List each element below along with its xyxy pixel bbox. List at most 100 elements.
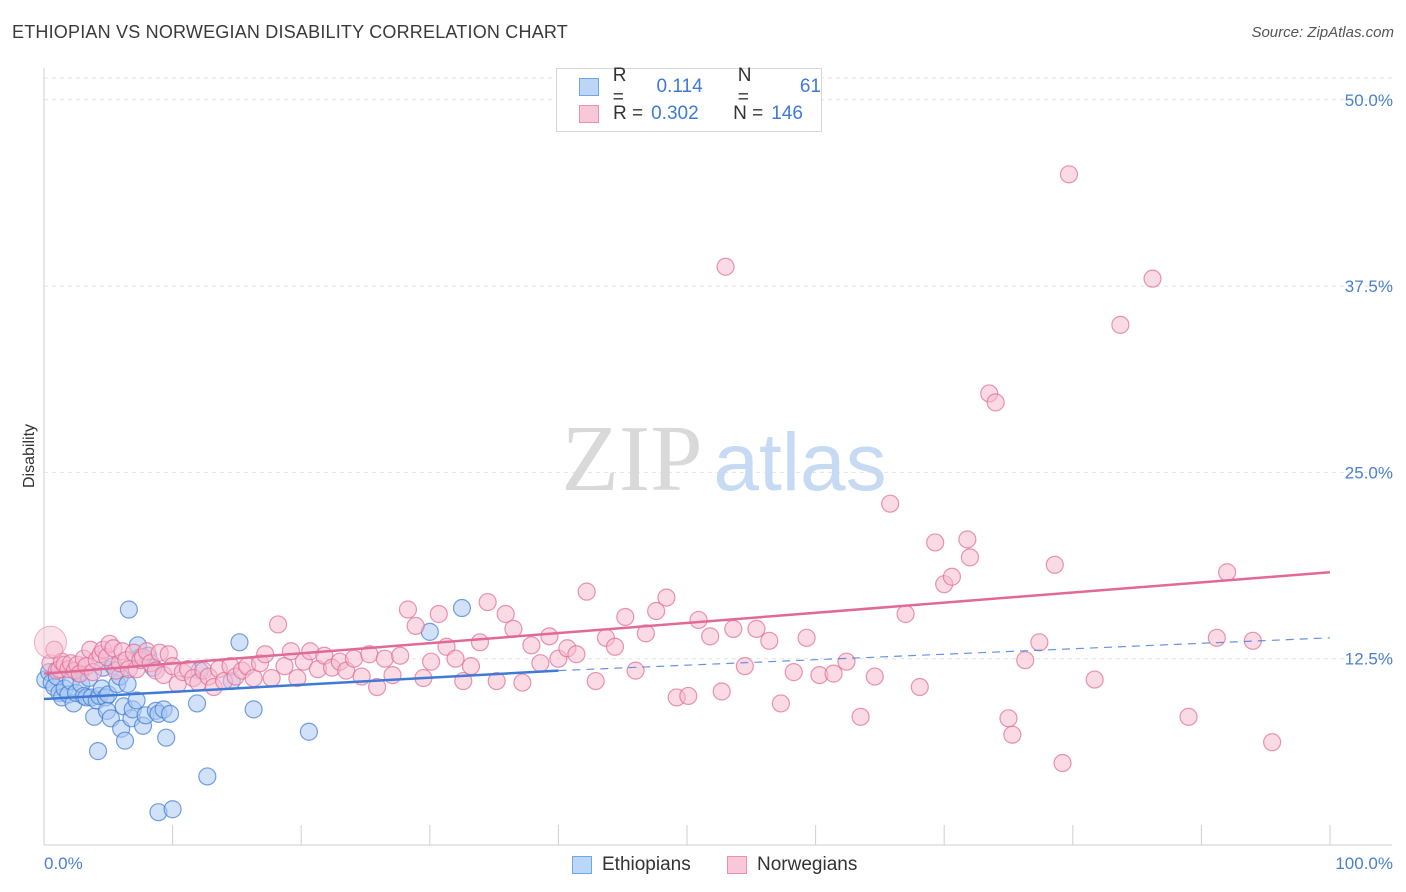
y-tick-label-1: 25.0% xyxy=(1345,463,1393,482)
norwegians-point-106 xyxy=(701,627,720,646)
x-tick-label-1: 100.0% xyxy=(1335,854,1393,873)
trend-lines xyxy=(43,571,1331,701)
y-tick-label-2: 37.5% xyxy=(1345,277,1393,296)
legend-n-value: 61 xyxy=(799,76,821,97)
norwegians-point-134 xyxy=(1053,753,1072,773)
legend-n-value: 146 xyxy=(771,103,803,124)
grid-lines xyxy=(44,77,1392,660)
norwegians-trend-line xyxy=(43,571,1331,675)
legend-swatch-ethiopians xyxy=(579,78,599,96)
norwegians-point-76 xyxy=(421,652,441,671)
bottom-legend-label-ethiopians: Ethiopians xyxy=(602,854,691,875)
ethiopians-point-57 xyxy=(244,700,263,719)
norwegians-point-89 xyxy=(531,654,550,673)
norwegians-point-109 xyxy=(735,657,754,676)
ethiopians-point-52 xyxy=(187,694,207,713)
norwegians-point-116 xyxy=(824,664,843,683)
norwegians-point-54 xyxy=(262,668,281,688)
ethiopians-point-60 xyxy=(452,598,472,618)
x-tick-label-0: 0.0% xyxy=(44,854,83,873)
y-tick-label-0: 12.5% xyxy=(1345,650,1393,669)
norwegians-point-136 xyxy=(1085,670,1104,689)
norwegians-point-93 xyxy=(567,645,586,664)
norwegians-point-87 xyxy=(513,673,532,692)
norwegians-points xyxy=(33,165,1282,773)
norwegians-point-98 xyxy=(616,607,635,627)
norwegians-point-79 xyxy=(446,649,465,668)
bottom-legend-ethiopians: Ethiopians xyxy=(572,852,691,878)
ethiopians-point-38 xyxy=(127,691,146,710)
norwegians-point-132 xyxy=(1030,633,1049,652)
norwegians-point-66 xyxy=(344,649,364,668)
norwegians-point-123 xyxy=(926,533,945,552)
norwegians-point-139 xyxy=(1179,707,1198,726)
norwegians-point-85 xyxy=(496,604,515,624)
ethiopians-trend-line xyxy=(43,669,559,701)
norwegians-point-140 xyxy=(1207,628,1226,647)
ethiopians-point-20 xyxy=(88,742,108,761)
ethiopians-points xyxy=(36,598,472,822)
norwegians-point-118 xyxy=(851,707,870,726)
norwegians-point-133 xyxy=(1045,555,1064,574)
norwegians-point-101 xyxy=(647,601,666,621)
y-tick-label-3: 50.0% xyxy=(1345,91,1393,110)
y-tick-labels: 12.5% 25.0% 37.5% 50.0% xyxy=(1345,91,1393,669)
watermark: ZIP atlas xyxy=(562,407,887,511)
axes xyxy=(43,68,1392,846)
norwegians-point-138 xyxy=(1143,269,1162,288)
norwegians-point-117 xyxy=(837,652,856,671)
chart-source: Source: ZipAtlas.com xyxy=(1251,24,1394,41)
watermark-atlas: atlas xyxy=(713,417,886,508)
ethiopians-point-54 xyxy=(198,767,217,786)
norwegians-point-137 xyxy=(1111,315,1130,334)
bottom-legend-swatch-norwegians xyxy=(727,856,747,874)
chart-title: ETHIOPIAN VS NORWEGIAN DISABILITY CORREL… xyxy=(12,22,568,42)
norwegians-point-107 xyxy=(712,682,731,701)
norwegians-point-83 xyxy=(478,592,497,612)
stats-legend: R = 0.114 N = 61 R = 0.302 N = 146 xyxy=(556,65,822,132)
ethiopians-point-33 xyxy=(115,731,135,750)
norwegians-point-112 xyxy=(771,694,790,713)
norwegians-point-86 xyxy=(504,619,523,638)
norwegians-point-141 xyxy=(1218,563,1237,582)
norwegians-point-104 xyxy=(679,686,698,706)
ethiopians-point-50 xyxy=(160,704,180,723)
norwegians-point-90 xyxy=(540,627,559,646)
ethiopians-point-49 xyxy=(157,728,176,747)
norwegians-point-130 xyxy=(1003,725,1022,744)
legend-row-norwegians: R = 0.302 N = 146 xyxy=(579,102,815,126)
norwegians-point-108 xyxy=(724,619,743,638)
norwegians-point-111 xyxy=(760,631,779,650)
ethiopians-point-35 xyxy=(119,600,138,619)
norwegians-point-144 xyxy=(716,257,735,276)
legend-swatch-norwegians xyxy=(579,105,599,123)
norwegians-point-55 xyxy=(268,615,288,634)
legend-r-value: 0.114 xyxy=(656,76,703,97)
norwegians-point-110 xyxy=(747,619,766,638)
bottom-legend-label-norwegians: Norwegians xyxy=(757,854,858,875)
ethiopians-trend-extension xyxy=(558,637,1331,672)
ethiopians-point-58 xyxy=(299,722,319,741)
legend-n-label: N = xyxy=(733,103,764,124)
norwegians-point-69 xyxy=(367,677,387,697)
legend-r-label: R = xyxy=(612,65,627,108)
norwegians-point-113 xyxy=(784,663,803,682)
x-tick-labels: 0.0% 100.0% xyxy=(44,854,1393,873)
legend-r-label: R = xyxy=(613,103,644,124)
norwegians-point-131 xyxy=(1016,651,1035,670)
ethiopians-point-51 xyxy=(163,800,182,819)
norwegians-point-127 xyxy=(960,548,980,567)
norwegians-point-77 xyxy=(429,604,448,624)
watermark-zip: ZIP xyxy=(562,407,703,511)
legend-row-ethiopians: R = 0.114 N = 61 xyxy=(579,65,821,108)
bottom-legend-norwegians: Norwegians xyxy=(727,852,857,878)
norwegians-point-73 xyxy=(398,600,418,619)
legend-n-label: N = xyxy=(737,65,752,108)
y-axis-label: Disability xyxy=(21,424,38,488)
norwegians-point-126 xyxy=(958,530,977,549)
norwegians-point-95 xyxy=(586,671,605,691)
norwegians-point-121 xyxy=(896,604,915,624)
ethiopians-point-56 xyxy=(230,633,249,652)
norwegians-point-74 xyxy=(406,616,425,636)
